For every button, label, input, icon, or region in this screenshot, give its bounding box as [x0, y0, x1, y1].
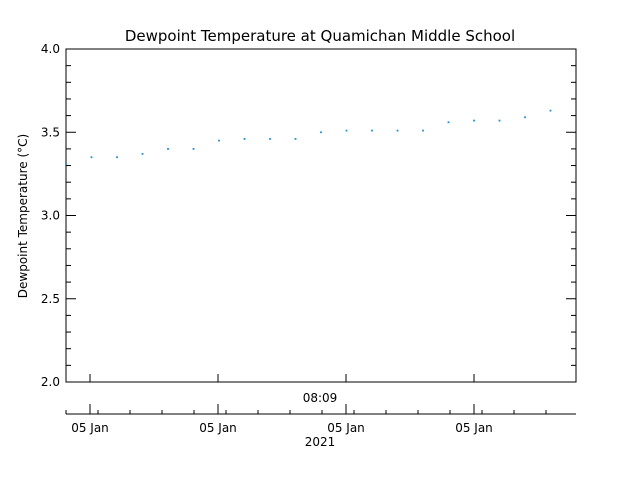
data-point [269, 138, 271, 140]
x-tick-label: 05 Jan [455, 421, 493, 435]
data-points [65, 109, 552, 165]
x-axis-label: 2021 [305, 435, 336, 449]
y-tick-label: 2.0 [41, 375, 60, 389]
time-label: 08:09 [303, 391, 338, 405]
data-point [243, 138, 246, 140]
y-tick-label: 2.5 [41, 292, 60, 306]
data-point [473, 119, 475, 122]
x-axis-tick-labels: 05 Jan 05 Jan 05 Jan 05 Jan [71, 421, 493, 435]
data-point [498, 119, 501, 122]
data-point [422, 129, 424, 132]
data-point [90, 156, 93, 159]
data-point [141, 152, 144, 155]
x-tick-label: 05 Jan [327, 421, 365, 435]
data-point [294, 138, 297, 140]
x-axis-ticks [65, 374, 547, 414]
y-tick-label: 4.0 [41, 42, 60, 56]
data-point [320, 131, 322, 134]
data-point [192, 148, 195, 150]
y-tick-label: 3.0 [41, 209, 60, 223]
data-point [447, 121, 450, 124]
data-point [396, 129, 399, 132]
data-point [116, 156, 118, 159]
y-tick-label: 3.5 [41, 125, 60, 139]
data-point [218, 139, 220, 142]
chart-title: Dewpoint Temperature at Quamichan Middle… [125, 27, 515, 45]
y-axis-tick-labels: 2.0 2.5 3.0 3.5 4.0 [41, 42, 60, 389]
data-point [371, 129, 373, 132]
data-point [549, 109, 552, 112]
y-axis-ticks [66, 48, 576, 383]
y-axis-label: Dewpoint Temperature (°C) [16, 134, 30, 298]
data-point [345, 129, 348, 132]
x-tick-label: 05 Jan [199, 421, 237, 435]
data-point [65, 162, 67, 165]
plot-frame [65, 48, 577, 383]
data-point [524, 116, 526, 119]
data-point [167, 148, 169, 150]
x-tick-label: 05 Jan [71, 421, 109, 435]
